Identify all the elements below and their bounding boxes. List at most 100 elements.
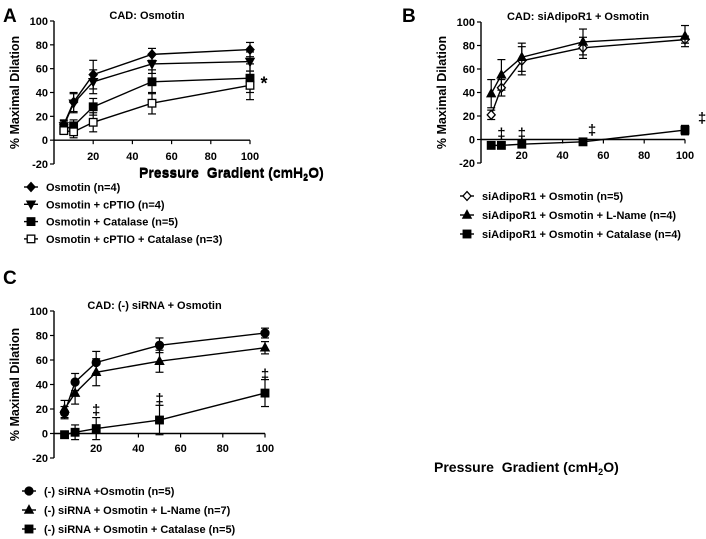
data-point (91, 424, 101, 434)
data-point (87, 78, 99, 88)
significance-marker: ‡ (698, 110, 706, 127)
x-tick-label: 40 (556, 150, 568, 162)
significance-marker: ‡ (497, 125, 505, 142)
chart-title: CAD: siAdipoR1 + Osmotin (507, 11, 649, 23)
legend-entry: (-) siRNA +Osmotin (n=5) (22, 486, 175, 498)
chart-title: CAD: Osmotin (109, 10, 184, 22)
data-point (68, 99, 79, 110)
y-tick-label: 100 (30, 16, 48, 28)
x-tick-label: 40 (132, 443, 144, 455)
legend-label: siAdipoR1 + Osmotin + Catalase (n=4) (482, 229, 681, 241)
legend-marker (462, 229, 472, 239)
legend-marker (26, 181, 36, 193)
legend-entry: Osmotin + cPTIO + Catalase (n=3) (24, 234, 223, 246)
series-line (490, 35, 686, 95)
x-tick-label: 100 (256, 443, 274, 455)
series-line (63, 347, 266, 410)
series-2 (485, 24, 691, 109)
x-tick-label: 60 (597, 150, 609, 162)
significance-marker: ‡ (155, 391, 163, 408)
y-tick-label: 60 (36, 64, 48, 76)
series-1 (486, 34, 690, 121)
data-point (70, 427, 80, 437)
legend-marker (24, 486, 34, 496)
significance-marker: ‡ (261, 367, 269, 384)
data-point (147, 98, 157, 108)
data-point (88, 117, 98, 127)
data-point (679, 30, 691, 40)
legend-label: Osmotin (n=4) (46, 182, 121, 194)
y-tick-label: 40 (36, 88, 48, 100)
x-axis-label: Pressure Gradient (cmH2O) (139, 165, 324, 183)
legend-marker (26, 217, 36, 227)
legend-entry: (-) siRNA + Osmotin + Catalase (n=5) (22, 524, 236, 536)
data-point (69, 387, 81, 397)
y-tick-label: 100 (457, 17, 475, 29)
y-tick-label: -20 (459, 158, 475, 170)
y-tick-label: 40 (36, 380, 48, 392)
legend-entry: siAdipoR1 + Osmotin (n=5) (460, 190, 624, 203)
y-tick-label: 20 (463, 111, 475, 123)
chart-panel-a: A CAD: Osmotin -20 0 20 40 60 80 100 20 40 60 80 100%… (3, 6, 324, 246)
y-tick-label: -20 (32, 453, 48, 465)
data-point (486, 140, 496, 150)
y-axis-label: % Maximal Dilation (435, 36, 449, 149)
y-axis-label: % Maximal Dilation (8, 36, 22, 149)
series-line (490, 38, 686, 116)
legend-marker (461, 209, 473, 219)
legend-label: Osmotin + Catalase (n=5) (46, 217, 178, 229)
data-point (496, 68, 507, 79)
y-tick-label: 80 (36, 40, 48, 52)
data-point (245, 80, 255, 90)
legend-marker (462, 190, 472, 202)
legend-marker (23, 504, 35, 514)
series-3 (60, 379, 270, 441)
significance-marker: ‡ (92, 402, 100, 419)
data-point (59, 126, 69, 136)
legend-label: Osmotin + cPTIO (n=4) (46, 199, 165, 211)
legend-marker (25, 200, 37, 211)
x-tick-label: 20 (87, 151, 99, 163)
significance-marker: ‡ (518, 125, 526, 142)
legend-marker (26, 234, 36, 244)
panel-letter-a: A (3, 6, 17, 27)
data-point (485, 87, 497, 98)
x-tick-label: 60 (165, 151, 177, 163)
legend-entry: siAdipoR1 + Osmotin + L-Name (n=4) (460, 209, 676, 222)
data-point (260, 388, 270, 398)
x-tick-label: 80 (638, 150, 650, 162)
data-point (146, 60, 158, 70)
series-4 (59, 70, 255, 139)
y-tick-label: 60 (463, 64, 475, 76)
data-point (578, 137, 588, 147)
legend-label: (-) siRNA + Osmotin + L-Name (n=7) (44, 505, 231, 517)
x-tick-label: 60 (174, 443, 186, 455)
y-tick-label: 80 (463, 41, 475, 53)
significance-marker: ‡ (588, 122, 596, 139)
legend-label: Osmotin + cPTIO + Catalase (n=3) (46, 234, 223, 246)
y-tick-label: 20 (36, 404, 48, 416)
data-point (244, 57, 256, 68)
data-point (90, 366, 102, 376)
legend-entry: (-) siRNA + Osmotin + L-Name (n=7) (22, 504, 231, 517)
chart-panel-b: B CAD: siAdipoR1 + Osmotin -20 0 20 40 60 80 100… (139, 6, 706, 241)
panel-letter-b: B (402, 6, 416, 27)
legend-label: siAdipoR1 + Osmotin + L-Name (n=4) (482, 210, 676, 222)
legend-entry: Osmotin + Catalase (n=5) (24, 217, 178, 229)
data-point (486, 109, 497, 121)
data-point (496, 140, 506, 150)
data-point (69, 127, 79, 137)
data-point (259, 341, 271, 352)
x-axis-label: Pressure Gradient (cmH2O) (434, 459, 619, 477)
y-axis-label: % Maximal Dilation (8, 328, 22, 441)
y-tick-label: 60 (36, 355, 48, 367)
data-point (155, 415, 164, 425)
y-tick-label: 40 (463, 88, 475, 100)
data-point (59, 403, 70, 413)
x-axis-label: Pressure Gradient (cmH2O) (139, 164, 324, 182)
y-tick-label: 0 (42, 135, 48, 147)
chart-title: CAD: (-) siRNA + Osmotin (87, 300, 222, 312)
legend-label: (-) siRNA +Osmotin (n=5) (44, 486, 175, 498)
legend-entry: Osmotin (n=4) (24, 181, 121, 194)
